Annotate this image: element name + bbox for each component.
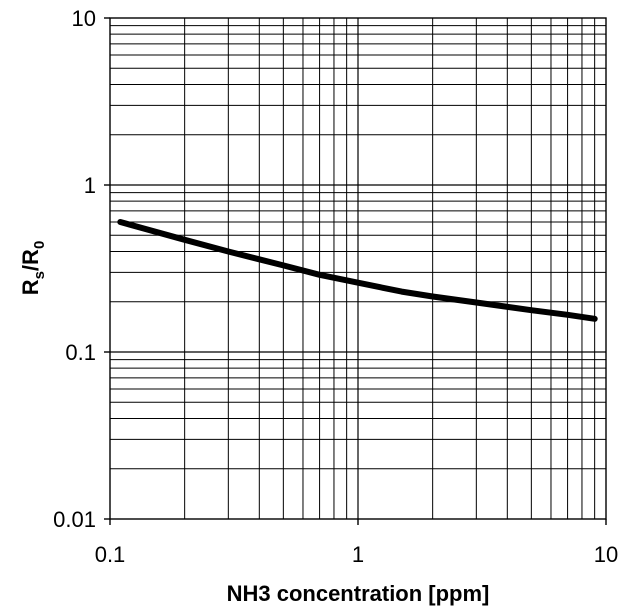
y-axis-label-sub-s: s xyxy=(31,271,48,279)
y-axis-label-r1: R xyxy=(18,279,43,295)
tick-marks xyxy=(104,17,607,525)
y-axis-label-sub-0: 0 xyxy=(31,241,48,249)
y-axis-label: Rs/R0 xyxy=(18,241,48,296)
x-axis-label: NH3 concentration [ppm] xyxy=(227,581,490,606)
y-tick-label: 0.1 xyxy=(65,340,96,365)
x-tick-label: 10 xyxy=(594,542,618,567)
y-tick-labels: 0.01 0.1 1 10 xyxy=(53,6,96,532)
x-tick-labels: 0.1 1 10 xyxy=(95,542,619,567)
x-tick-label: 1 xyxy=(352,542,364,567)
y-axis-label-r2: R xyxy=(18,249,43,265)
y-tick-label: 10 xyxy=(72,6,96,31)
x-tick-label: 0.1 xyxy=(95,542,126,567)
grid-lines xyxy=(110,18,606,519)
series-line xyxy=(117,219,598,322)
y-tick-label: 0.01 xyxy=(53,507,96,532)
y-tick-label: 1 xyxy=(84,173,96,198)
y-axis-label-slash: / xyxy=(18,265,43,271)
